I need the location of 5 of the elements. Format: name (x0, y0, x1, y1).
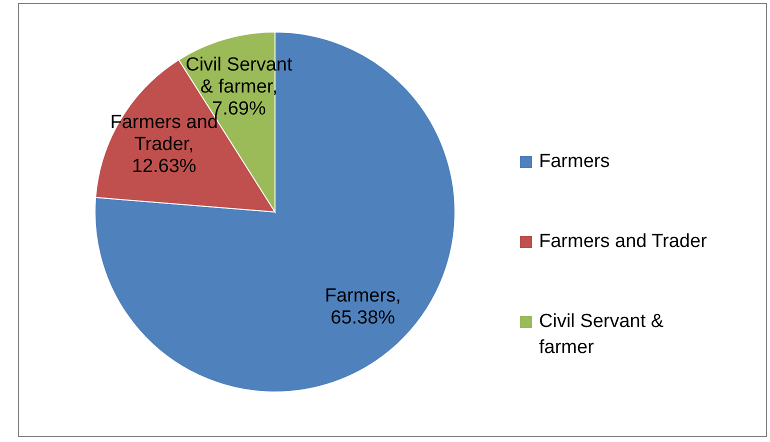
pie-slice (94, 32, 456, 392)
data-label: Farmers, 65.38% (324, 285, 401, 328)
legend-label: Farmers and Trader (539, 231, 708, 252)
legend-label: Farmers (539, 151, 610, 172)
legend-label: Civil Servant & farmer (539, 311, 664, 358)
